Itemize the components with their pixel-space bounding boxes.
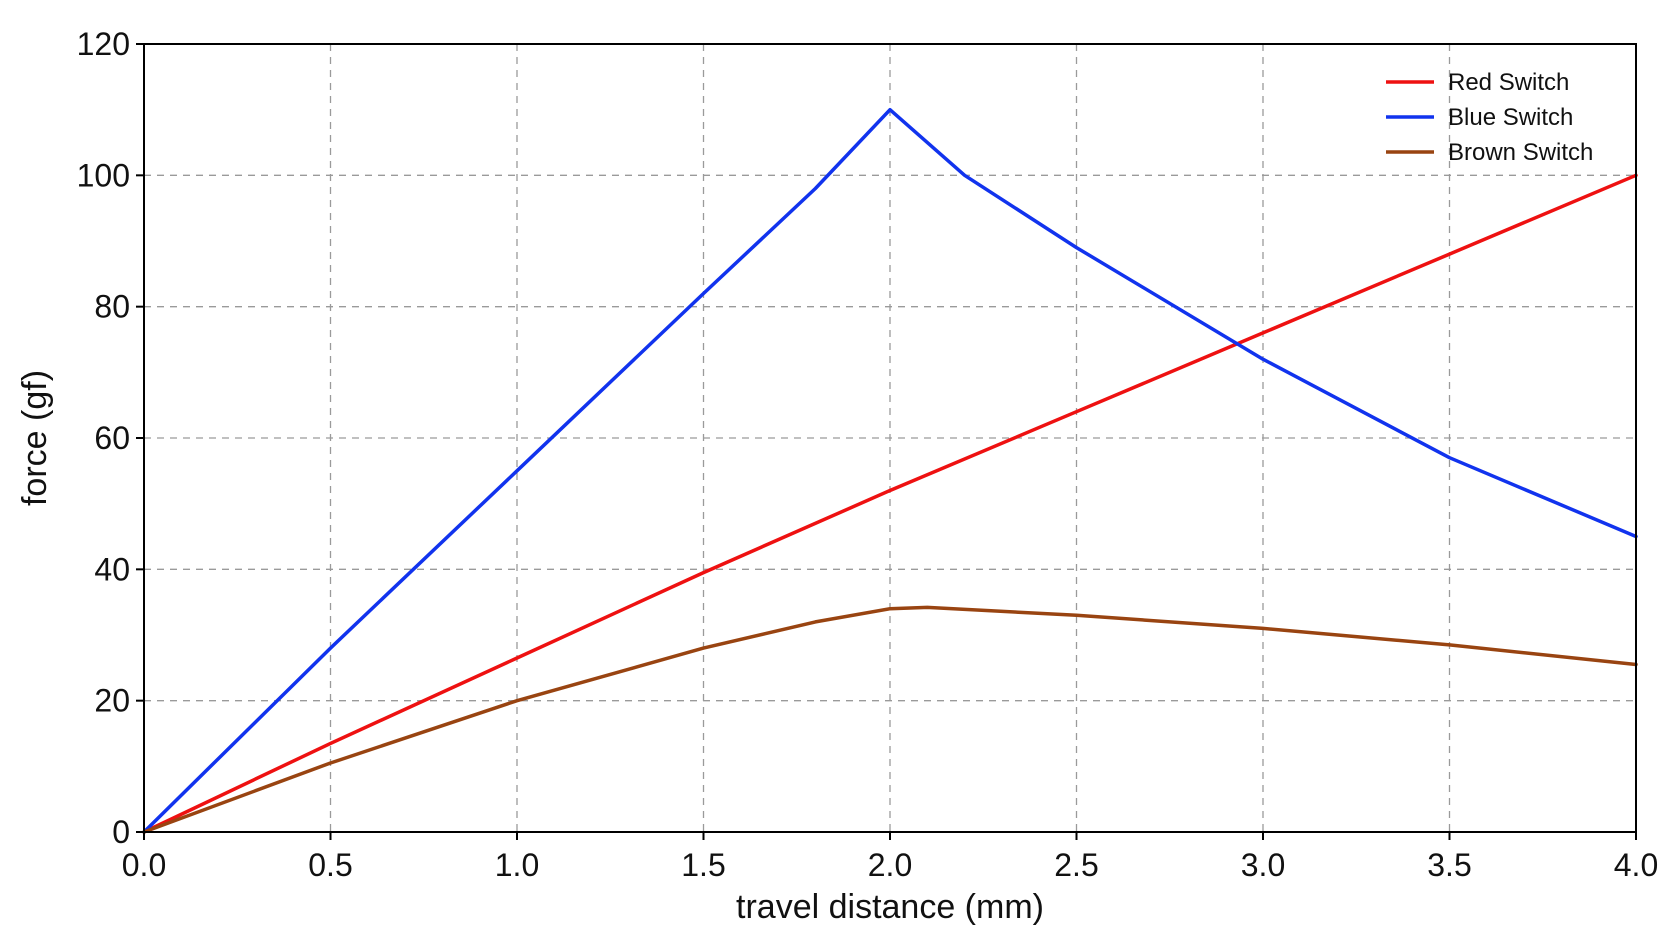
- x-tick-label: 4.0: [1614, 847, 1658, 883]
- legend-label-red-switch: Red Switch: [1448, 69, 1569, 96]
- grid: [144, 44, 1636, 832]
- x-tick-label: 2.5: [1054, 847, 1098, 883]
- y-tick-label: 20: [94, 683, 130, 719]
- tick-labels: 0.0 0.5 1.0 1.5 2.0 2.5 3.0 3.5 4.0 0 20 40 60 80 100 1…: [77, 26, 1659, 883]
- legend: Red Switch Blue Switch Brown Switch: [1386, 69, 1593, 166]
- legend-label-brown-switch: Brown Switch: [1448, 139, 1593, 166]
- y-tick-label: 120: [77, 26, 130, 62]
- y-axis-label: force (gf): [16, 370, 54, 506]
- x-tick-label: 0.0: [122, 847, 166, 883]
- x-tick-label: 1.5: [681, 847, 725, 883]
- series-group: [142, 107, 1638, 834]
- x-tick-label: 3.5: [1427, 847, 1471, 883]
- series-line-brown-switch: [142, 605, 1638, 834]
- y-tick-label: 0: [112, 814, 130, 850]
- ticks: [136, 43, 1637, 840]
- series-line-blue-switch: [142, 107, 1638, 834]
- y-tick-label: 80: [94, 289, 130, 325]
- x-tick-label: 3.0: [1241, 847, 1285, 883]
- x-tick-label: 0.5: [308, 847, 352, 883]
- series-line-red-switch: [142, 173, 1638, 834]
- y-tick-label: 60: [94, 420, 130, 456]
- x-tick-label: 2.0: [868, 847, 912, 883]
- x-axis-label: travel distance (mm): [736, 888, 1044, 926]
- x-tick-label: 1.0: [495, 847, 539, 883]
- y-tick-label: 100: [77, 157, 130, 193]
- y-tick-label: 40: [94, 551, 130, 587]
- legend-label-blue-switch: Blue Switch: [1448, 104, 1573, 131]
